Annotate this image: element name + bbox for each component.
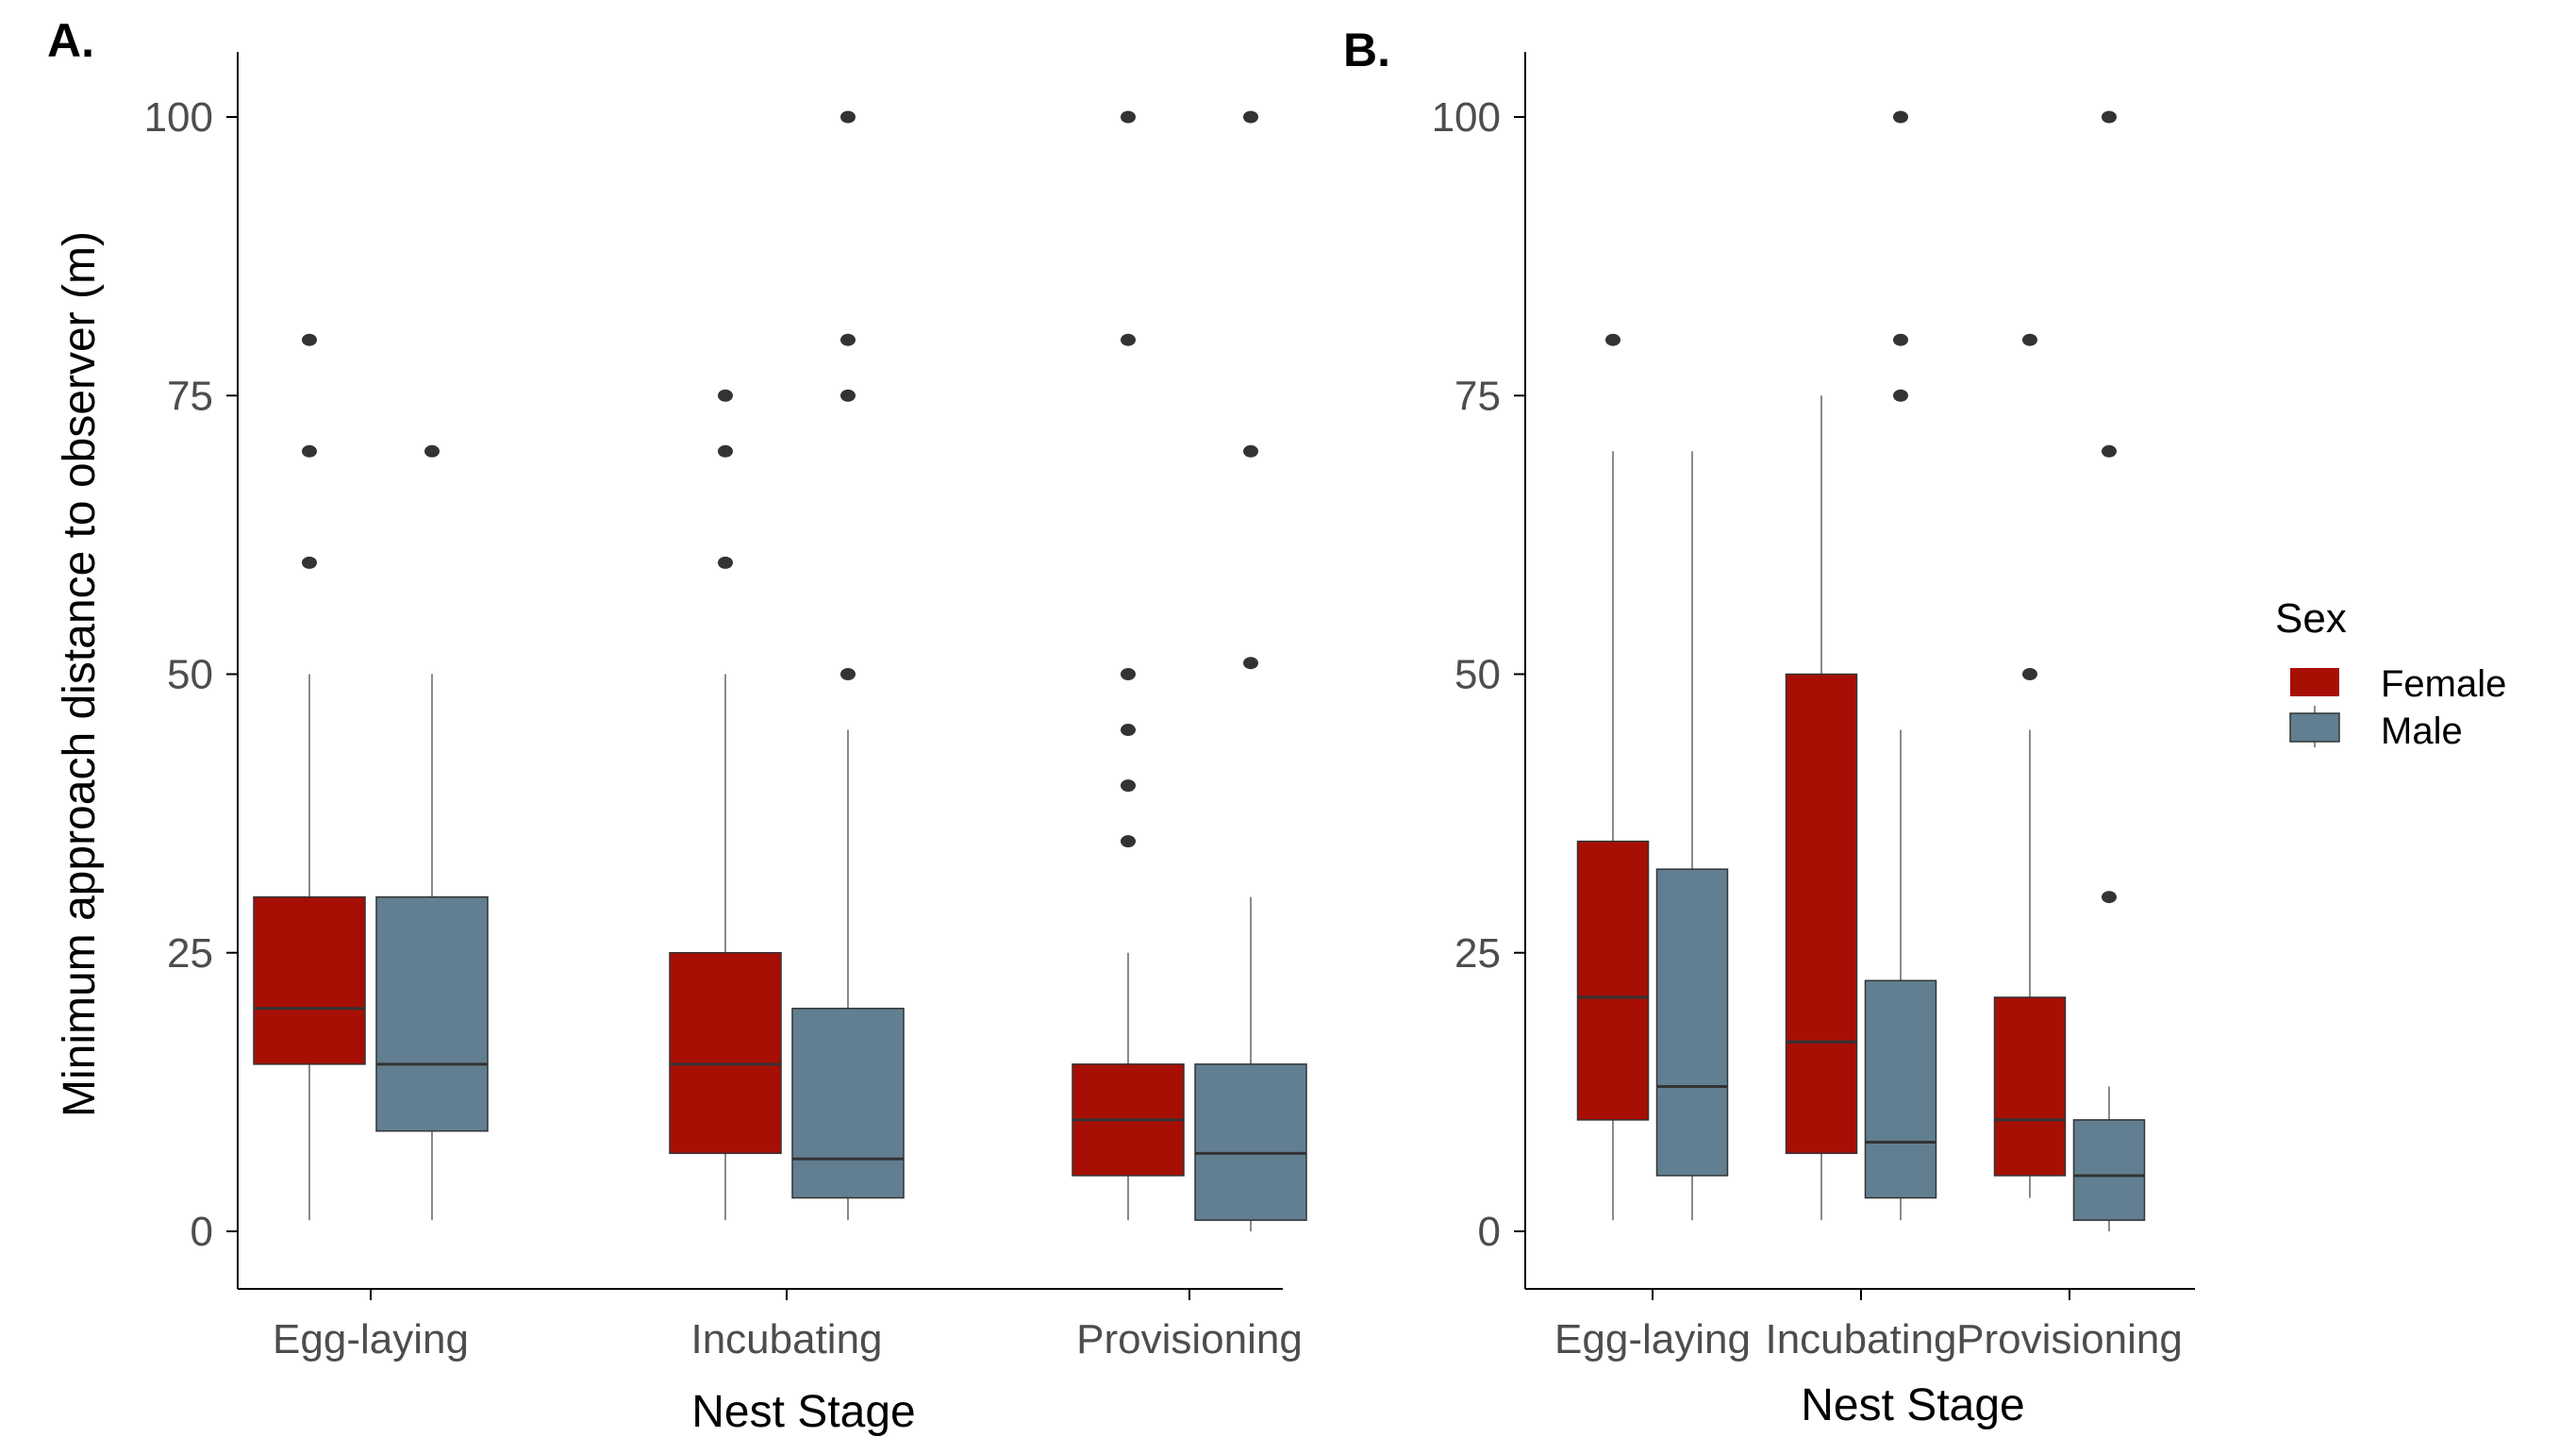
y-axis-title: Minimum approach distance to observer (m… [55, 231, 105, 1117]
outlier-point [840, 110, 856, 124]
x-tick-label: Provisioning [1956, 1316, 2183, 1362]
outlier-point [1121, 110, 1136, 124]
y-tick-label: 75 [167, 373, 213, 419]
outlier-point [1121, 668, 1136, 680]
outlier-point [718, 556, 733, 569]
outlier-point [424, 444, 440, 458]
x-tick-label: Provisioning [1076, 1316, 1303, 1362]
legend-label-female: Female [2381, 663, 2506, 705]
box-male-provisioning [2072, 110, 2146, 1231]
outlier-point [1121, 724, 1136, 737]
x-tick-label: Egg-laying [1554, 1316, 1751, 1362]
box-iqr [1576, 840, 1650, 1121]
box-female-egg-laying [1576, 333, 1650, 1221]
outlier-point [718, 389, 733, 402]
box-iqr [375, 895, 489, 1132]
legend-key-male [2289, 712, 2340, 743]
box-iqr [1785, 673, 1858, 1155]
outlier-point [1893, 389, 1908, 402]
box-male-egg-laying [1655, 451, 1729, 1221]
outlier-point [840, 668, 856, 680]
y-tick-label: 0 [191, 1209, 213, 1255]
outlier-point [302, 333, 317, 346]
y-tick-label: 25 [167, 930, 213, 977]
x-tick-label: Incubating [1765, 1316, 1956, 1362]
box-iqr [669, 952, 782, 1155]
y-tick-label: 75 [1454, 373, 1501, 419]
y-tick-label: 25 [1454, 930, 1501, 977]
x-tick-label: Incubating [690, 1316, 882, 1362]
outlier-point [1893, 333, 1908, 346]
box-male-provisioning [1194, 110, 1307, 1231]
box-male-incubating [1864, 110, 1937, 1221]
box-female-provisioning [1993, 333, 2067, 1198]
y-tick-label: 100 [1432, 94, 1501, 141]
panel-a: A. 0 25 50 75 100 Egg-laying Incubating Provisio… [47, 14, 1307, 1437]
box-male-incubating [791, 110, 905, 1221]
outlier-point [1605, 333, 1620, 346]
outlier-point [1121, 333, 1136, 346]
outlier-point [2102, 110, 2117, 124]
box-iqr [1194, 1063, 1307, 1221]
legend-label-male: Male [2381, 710, 2463, 752]
outlier-point [1893, 110, 1908, 124]
box-female-incubating [1785, 395, 1858, 1221]
x-axis-title: Nest Stage [691, 1387, 915, 1437]
outlier-point [2022, 333, 2037, 346]
outlier-point [840, 389, 856, 402]
box-female-incubating [669, 389, 782, 1221]
y-tick-label: 0 [1478, 1209, 1501, 1255]
box-iqr [791, 1008, 905, 1199]
legend-key-female [2290, 668, 2339, 696]
outlier-point [1243, 657, 1258, 670]
box-iqr [2072, 1119, 2146, 1221]
y-tick-label: 50 [1454, 652, 1501, 698]
legend-title: Sex [2275, 595, 2347, 642]
panel-b: B. 0 25 50 75 100 Egg-laying Incubating Provisio… [1343, 24, 2195, 1430]
panel-label: A. [47, 14, 94, 67]
outlier-point [840, 333, 856, 346]
outlier-point [302, 556, 317, 569]
box-male-egg-laying [375, 444, 489, 1221]
outlier-point [1121, 835, 1136, 848]
box-female-provisioning [1072, 110, 1185, 1221]
outlier-point [2022, 668, 2037, 680]
y-tick-label: 50 [167, 652, 213, 698]
outlier-point [2102, 891, 2117, 904]
box-iqr [1993, 996, 2067, 1177]
box-female-egg-laying [253, 333, 366, 1221]
x-axis-title: Nest Stage [1801, 1380, 2024, 1430]
outlier-point [2102, 444, 2117, 458]
outlier-point [718, 444, 733, 458]
outlier-point [302, 444, 317, 458]
box-iqr [1864, 979, 1937, 1199]
panel-label: B. [1343, 24, 1390, 76]
box-iqr [253, 895, 366, 1065]
y-tick-label: 100 [144, 94, 213, 141]
outlier-point [1243, 444, 1258, 458]
legend: Sex Female Male [2275, 595, 2506, 752]
outlier-point [1121, 779, 1136, 793]
box-iqr [1655, 868, 1729, 1177]
outlier-point [1243, 110, 1258, 124]
x-tick-label: Egg-laying [273, 1316, 469, 1362]
